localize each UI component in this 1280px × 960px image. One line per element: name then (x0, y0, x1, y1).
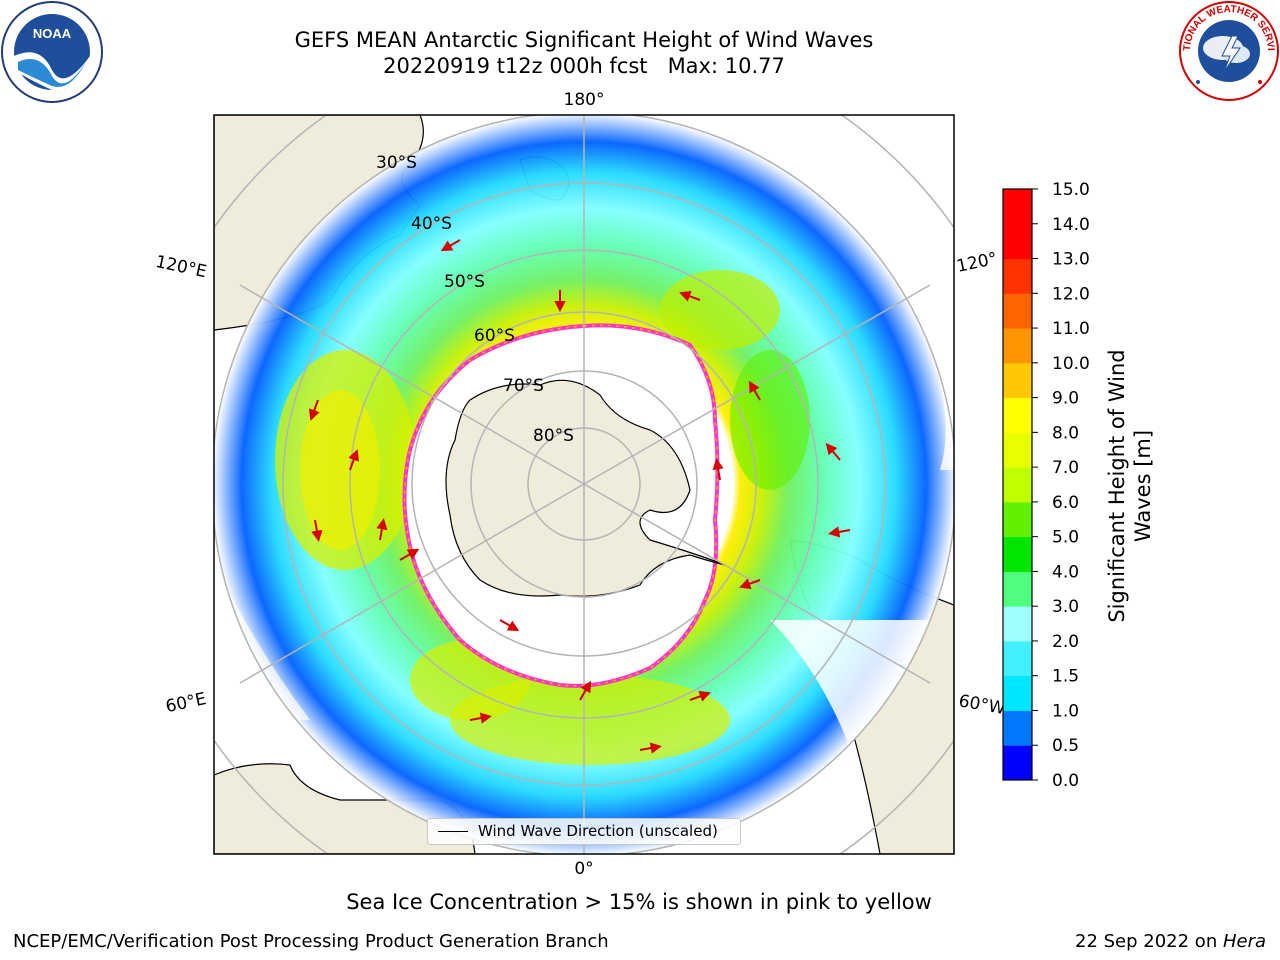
lon-label-0: 0° (574, 859, 593, 879)
footer-host: Hera (1222, 931, 1266, 952)
nws-logo: NATIONAL WEATHER SERVICE (1178, 0, 1279, 101)
sea-ice-note: Sea Ice Concentration > 15% is shown in … (346, 890, 932, 914)
noaa-logo: NOAA (1, 1, 103, 103)
lat-label-70s: 70°S (503, 376, 544, 396)
footer-date-text: 22 Sep 2022 on (1075, 931, 1223, 952)
noaa-logo-text: NOAA (33, 26, 72, 41)
lat-label-50s: 50°S (444, 272, 485, 292)
lat-label-80s: 80°S (533, 426, 574, 446)
lon-label-60e: 60°E (164, 689, 208, 717)
lat-label-30s: 30°S (376, 153, 417, 173)
lat-label-60s: 60°S (474, 326, 515, 346)
chart-subtitle: 20220919 t12z 000h fcst Max: 10.77 (383, 54, 785, 78)
graticule (214, 115, 954, 854)
chart-title: GEFS MEAN Antarctic Significant Height o… (294, 28, 874, 52)
map-frame (213, 114, 955, 855)
lat-label-40s: 40°S (411, 214, 452, 234)
footer-date: 22 Sep 2022 on Hera (1075, 931, 1266, 952)
wind-wave-arrows (308, 239, 851, 754)
lon-label-60w: 60°W (957, 691, 1007, 719)
legend-line-swatch (438, 831, 468, 832)
lon-label-120e: 120°E (154, 252, 209, 282)
lon-label-120w: 120° (955, 249, 999, 277)
legend-label: Wind Wave Direction (unscaled) (478, 822, 718, 840)
lon-label-180: 180° (564, 90, 605, 110)
footer-credit: NCEP/EMC/Verification Post Processing Pr… (13, 931, 609, 952)
map-legend: Wind Wave Direction (unscaled) (427, 818, 741, 845)
